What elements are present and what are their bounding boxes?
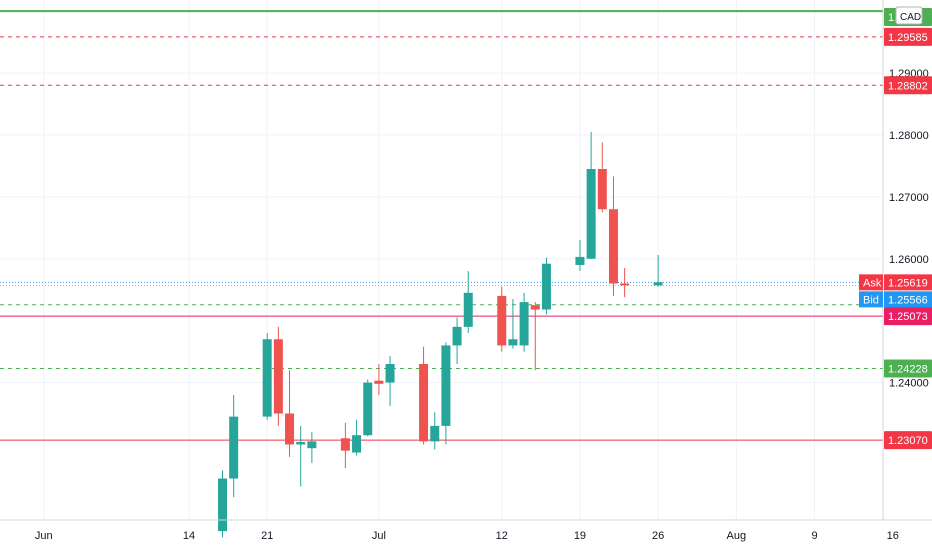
candle-body	[430, 425, 440, 442]
red-dash-1-badge-bg	[884, 27, 932, 46]
currency-badge: CAD	[895, 6, 923, 25]
red-dash-2-badge: 1.28802	[884, 76, 932, 95]
x-tick-label: Jul	[372, 530, 386, 542]
x-tick-label: 9	[811, 530, 817, 542]
ask-value: 1.25619	[888, 277, 928, 289]
red-dash-2-badge-text: 1.28802	[888, 80, 928, 92]
candle-body	[374, 380, 384, 384]
candle-body	[597, 169, 607, 210]
currency-badge-bg	[895, 6, 923, 25]
red-solid-badge: 1.23070	[884, 431, 932, 450]
x-tick-label: 21	[261, 530, 273, 542]
ask-label-bg	[859, 274, 883, 291]
x-tick-labels: Jun 14 21 Jul 12 19 26 Aug 9 16	[35, 530, 899, 542]
y-tick-label: 1.26000	[889, 254, 929, 266]
candle-body	[352, 435, 362, 453]
top-green-badge-text: 1.	[888, 12, 897, 24]
x-tick-label: 14	[183, 530, 195, 542]
price-badges: 1.1.295851.288021.252581.250731.242281.2…	[859, 6, 932, 450]
green-dash-2-badge-text: 1.24228	[888, 363, 928, 375]
y-tick-label: 1.27000	[889, 192, 929, 204]
candle-body	[508, 339, 518, 346]
pink-solid-badge-text: 1.25073	[888, 311, 928, 323]
green-dash-2-badge: 1.24228	[884, 359, 932, 378]
red-dash-1-badge: 1.29585	[884, 27, 932, 46]
candle-body	[463, 292, 473, 327]
bid-label-bg	[859, 291, 883, 308]
x-tick-label: 16	[887, 530, 899, 542]
pink-solid-badge-bg	[884, 307, 932, 326]
bid-value-bg	[884, 291, 932, 308]
red-solid-badge-bg	[884, 431, 932, 450]
candle-body	[218, 478, 228, 532]
candle-body	[307, 441, 317, 449]
y-tick-label: 1.28000	[889, 130, 929, 142]
ask-label: Ask	[863, 277, 882, 289]
x-tick-label: 12	[496, 530, 508, 542]
x-tick-label: 26	[652, 530, 664, 542]
pink-solid-badge: 1.25073	[884, 307, 932, 326]
candle-body	[452, 326, 462, 346]
red-solid-badge-text: 1.23070	[888, 435, 928, 447]
x-tick-label: 19	[574, 530, 586, 542]
candle-body	[296, 442, 306, 445]
candle-body	[530, 305, 540, 310]
candle-body	[340, 438, 350, 451]
candle-body	[497, 295, 507, 346]
candles	[218, 131, 663, 538]
red-dash-1-badge-text: 1.29585	[888, 32, 928, 44]
currency-badge-text: CAD	[900, 12, 921, 23]
candle-body	[262, 339, 272, 417]
candle-body	[575, 256, 585, 265]
bid-badge: Bid 1.25566	[859, 291, 932, 308]
price-lines	[0, 10, 883, 441]
bid-label: Bid	[863, 294, 879, 306]
candle-body	[419, 364, 429, 442]
candle-body	[285, 413, 295, 445]
bid-value: 1.25566	[888, 294, 928, 306]
x-tick-label: Aug	[727, 530, 747, 542]
green-dash-2-badge-bg	[884, 359, 932, 378]
candle-body	[653, 282, 663, 286]
ask-badge: Ask 1.25619	[859, 274, 932, 291]
candle-body	[229, 416, 239, 479]
candle-body	[363, 382, 373, 436]
candle-body	[273, 339, 283, 414]
candle-body	[620, 283, 630, 286]
candle-body	[541, 263, 551, 310]
candle-body	[441, 345, 451, 426]
x-tick-label: Jun	[35, 530, 53, 542]
ask-value-bg	[884, 274, 932, 291]
candle-body	[519, 302, 529, 346]
candle-body	[385, 364, 395, 383]
red-dash-2-badge-bg	[884, 76, 932, 95]
candle-body	[608, 209, 618, 284]
y-tick-label: 1.24000	[889, 378, 929, 390]
candle-body	[586, 169, 596, 259]
